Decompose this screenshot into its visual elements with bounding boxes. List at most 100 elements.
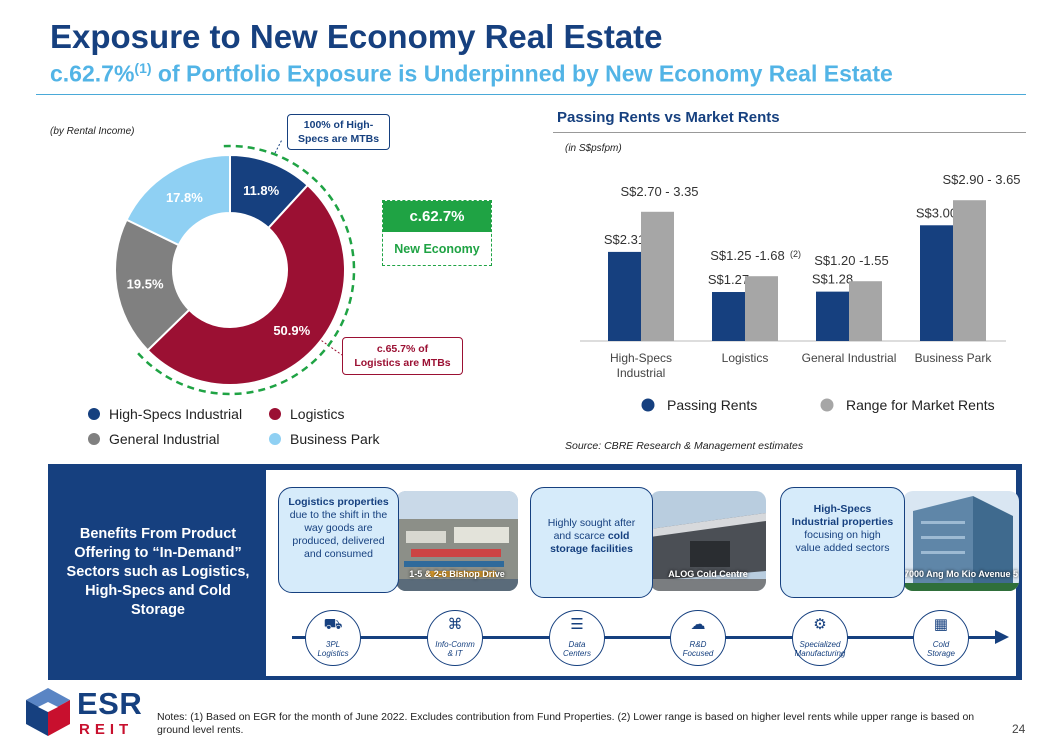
legend-item-general-industrial: General Industrial (88, 431, 220, 447)
card-bold: cold storage facilities (550, 530, 633, 555)
chart-divider (553, 132, 1026, 133)
legend-dot (641, 398, 655, 412)
tower-illustration (903, 491, 1019, 591)
sector-label-line: Logistics (317, 649, 349, 658)
rents-chart-unit: (in S$psfpm) (565, 143, 622, 154)
bar-market-rent (641, 211, 674, 341)
donut-slice-logistics (146, 183, 346, 386)
card-text: focusing on high value added sectors (795, 529, 890, 554)
new-economy-value: c.62.7% (383, 201, 491, 232)
page-number: 24 (1012, 722, 1026, 736)
legend-dot (88, 433, 100, 445)
footnote-marker: (2) (790, 249, 801, 259)
bar-passing-rent (608, 251, 641, 341)
network-icon: ⌘ (447, 616, 463, 633)
bar-market-rent (849, 281, 882, 341)
truck-icon: ⛟ (323, 616, 343, 633)
card-bold: High-Specs Industrial properties (791, 503, 894, 528)
bar-passing-rent (920, 225, 953, 341)
rents-chart-title: Passing Rents vs Market Rents (557, 109, 780, 126)
legend-label: Passing Rents (667, 397, 757, 413)
benefits-heading: Benefits From Product Offering to “In-De… (66, 526, 250, 618)
bar-market-rent (745, 276, 778, 341)
x-tick-label: Industrial (617, 366, 666, 380)
photo-alog-cold-centre: ALOG Cold Centre (650, 491, 766, 591)
new-economy-arc (136, 144, 356, 396)
building-illustration (650, 491, 766, 591)
bar-label-passing: S$2.31 (604, 232, 645, 247)
sector-label-line: R&D (689, 640, 707, 649)
legend-label: High-Specs Industrial (109, 406, 243, 422)
gears-icon: ⚙ (813, 616, 827, 633)
high-specs-benefit-card: High-Specs Industrial properties focusin… (780, 487, 905, 598)
bar-passing-rent (816, 291, 849, 341)
sector-label-line: Centers (562, 649, 591, 658)
card-text: due to the shift in the way goods are pr… (289, 509, 388, 560)
sector-info-comm: ⌘ Info-Comm & IT (427, 610, 483, 666)
port-illustration (396, 491, 518, 591)
sector-label-line: & IT (447, 649, 463, 658)
card-text: Highly sought after and scarce (547, 517, 636, 542)
donut-slice-label: 17.8% (166, 190, 203, 205)
bar-label-market: S$1.20 -1.55 (814, 253, 888, 268)
high-specs-mtb-callout: 100% of High- Specs are MTBs (287, 114, 390, 150)
legend-dot (88, 408, 100, 420)
donut-caption: (by Rental Income) (50, 126, 135, 137)
sector-label-line: 3PL (325, 640, 341, 649)
donut-slice-business-park (125, 153, 231, 247)
bar-passing-rent (712, 292, 745, 341)
photo-bishop-drive: 1-5 & 2-6 Bishop Drive (396, 491, 518, 591)
sector-label: Cold Storage (910, 640, 972, 658)
donut-chart: 11.8% 50.9% 19.5% 17.8% (114, 140, 356, 396)
new-economy-label: New Economy (394, 242, 480, 256)
sector-label-line: Storage (926, 649, 956, 658)
photo-caption: ALOG Cold Centre (668, 569, 748, 579)
new-economy-box: c.62.7% New Economy (382, 200, 492, 266)
logo-subtitle: REIT (79, 721, 134, 738)
sector-data-centers: ☰ Data Centers (549, 610, 605, 666)
bar-market-rent (953, 200, 986, 341)
donut-slice-label: 19.5% (127, 277, 164, 292)
callout-top-leader (274, 140, 283, 154)
subtitle-text: of Portfolio Exposure is Underpinned by … (151, 60, 893, 87)
sector-timeline (292, 636, 998, 639)
server-icon: ☰ (570, 616, 584, 633)
legend-label: General Industrial (109, 431, 220, 447)
chart-source-note: Source: CBRE Research & Management estim… (565, 440, 804, 452)
esr-reit-logo: ESR REIT (24, 686, 164, 742)
x-tick-label: Logistics (722, 351, 769, 365)
cold-storage-benefit-card: Highly sought after and scarce cold stor… (530, 487, 653, 598)
subtitle-footnote-marker: (1) (134, 60, 152, 76)
logistics-benefit-card: Logistics properties due to the shift in… (278, 487, 399, 593)
subtitle-percent: c.62.7% (50, 60, 135, 87)
cube-logo-icon (26, 688, 70, 736)
donut-slice-label: 50.9% (273, 323, 310, 338)
logo-wordmark: ESR (77, 686, 143, 721)
sector-label: R&D Focused (667, 640, 729, 658)
callout-line: c.65.7% of (376, 343, 429, 355)
sector-3pl-logistics: ⛟ 3PL Logistics (305, 610, 361, 666)
sector-label-line: Focused (682, 649, 714, 658)
logistics-mtb-callout: c.65.7% of Logistics are MTBs (342, 337, 463, 375)
x-tick-label: Business Park (915, 351, 993, 365)
photo-ang-mo-kio: 7000 Ang Mo Kio Avenue 5 (903, 491, 1019, 591)
bar-label-market: S$2.70 - 3.35 (620, 184, 698, 199)
photo-caption: 7000 Ang Mo Kio Avenue 5 (903, 569, 1019, 579)
sector-cold-storage: ▦ Cold Storage (913, 610, 969, 666)
bar-label-passing: S$1.27 (708, 272, 749, 287)
legend-dot (269, 433, 281, 445)
timeline-arrowhead (995, 630, 1009, 644)
card-bold: Logistics properties (288, 496, 389, 508)
legend-dot (820, 398, 834, 412)
x-tick-label: High-Specs (610, 351, 672, 365)
sector-label: Info-Comm & IT (424, 640, 486, 658)
x-tick-label: General Industrial (802, 351, 897, 365)
bar-label-market: S$2.90 - 3.65 (942, 172, 1020, 187)
legend-label: Business Park (290, 431, 380, 447)
sector-specialized-manufacturing: ⚙ Specialized Manufacturing (792, 610, 848, 666)
sector-label-line: Data (568, 640, 586, 649)
sector-label-line: Specialized (799, 640, 841, 649)
legend-dot (269, 408, 281, 420)
bar-label-market: S$1.25 -1.68 (710, 248, 784, 263)
